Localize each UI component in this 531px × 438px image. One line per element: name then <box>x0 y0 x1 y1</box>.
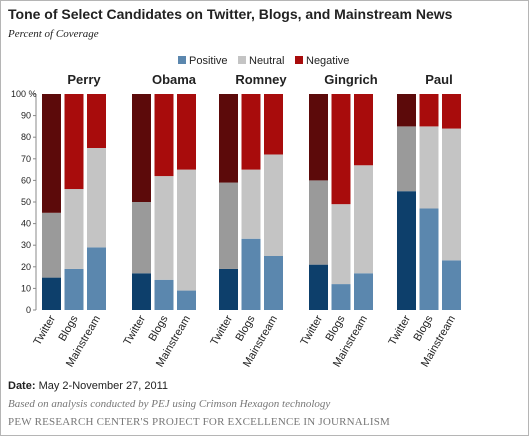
bar-segment-neutral <box>87 148 106 248</box>
group-label: Paul <box>425 72 452 87</box>
bar-segment-positive <box>241 238 261 310</box>
bar-segment-neutral <box>64 189 84 269</box>
group-label: Perry <box>67 72 101 87</box>
bar-segment-positive <box>132 273 151 310</box>
bar-segment-neutral <box>42 212 61 278</box>
bar-segment-negative <box>154 94 174 177</box>
x-category-label: Twitter <box>387 313 414 347</box>
bar-segment-neutral <box>419 126 439 209</box>
y-tick-label: 50 <box>21 197 31 207</box>
y-tick-label: 80 <box>21 132 31 142</box>
legend-swatch <box>295 56 303 64</box>
x-category-label: Twitter <box>209 313 236 347</box>
chart-title: Tone of Select Candidates on Twitter, Bl… <box>8 6 453 22</box>
bar-segment-neutral <box>331 204 351 285</box>
bar-segment-positive <box>219 268 238 310</box>
bar-segment-positive <box>354 273 373 310</box>
legend-label: Positive <box>189 55 228 67</box>
bar-segment-neutral <box>132 202 151 274</box>
bar-segment-negative <box>419 94 439 127</box>
bar-segment-negative <box>177 94 196 170</box>
bar-segment-negative <box>309 94 328 181</box>
y-tick-label: 60 <box>21 175 31 185</box>
group-label: Gingrich <box>324 72 378 87</box>
y-tick-label: 70 <box>21 154 31 164</box>
bar-segment-negative <box>64 94 84 190</box>
bar-segment-negative <box>397 94 416 127</box>
bar-segment-positive <box>264 256 283 310</box>
y-tick-label: 100 % <box>11 89 37 99</box>
legend-swatch <box>238 56 246 64</box>
bar-segment-negative <box>132 94 151 202</box>
footer-date-label: Date: <box>8 380 36 392</box>
bar-segment-neutral <box>264 154 283 256</box>
y-tick-label: 30 <box>21 240 31 250</box>
y-tick-label: 0 <box>26 305 31 315</box>
legend-label: Negative <box>306 55 349 67</box>
footer-source: PEW RESEARCH CENTER'S PROJECT FOR EXCELL… <box>8 416 391 428</box>
bar-segment-neutral <box>397 126 416 192</box>
bar-segment-neutral <box>219 182 238 269</box>
bar-segment-positive <box>419 208 439 310</box>
bar-segment-neutral <box>354 165 373 274</box>
bar-segment-neutral <box>177 169 196 291</box>
y-tick-label: 20 <box>21 262 31 272</box>
bar-segment-negative <box>354 94 373 166</box>
bar-segment-neutral <box>442 128 461 261</box>
legend-label: Neutral <box>249 55 284 67</box>
bar-segment-positive <box>442 260 461 310</box>
bar-segment-positive <box>154 279 174 310</box>
bar-segment-positive <box>177 290 196 310</box>
bar-segment-neutral <box>309 180 328 265</box>
bar-segment-positive <box>331 284 351 310</box>
x-category-label: Twitter <box>299 313 326 347</box>
footer-note: Based on analysis conducted by PEJ using… <box>8 398 331 410</box>
legend-swatch <box>178 56 186 64</box>
footer-date: Date: May 2-November 27, 2011 <box>8 380 168 392</box>
bar-segment-negative <box>264 94 283 155</box>
bar-segment-positive <box>397 191 416 310</box>
bar-segment-neutral <box>154 176 174 280</box>
x-category-label: Twitter <box>32 313 59 347</box>
bar-segment-negative <box>87 94 106 148</box>
bar-segment-positive <box>42 277 61 310</box>
bar-segment-negative <box>442 94 461 129</box>
footer-date-value: May 2-November 27, 2011 <box>38 380 168 392</box>
bar-segment-negative <box>331 94 351 205</box>
y-tick-label: 40 <box>21 219 31 229</box>
y-tick-label: 10 <box>21 283 31 293</box>
chart-subtitle: Percent of Coverage <box>8 28 99 40</box>
bar-segment-negative <box>42 94 61 213</box>
bar-segment-neutral <box>241 169 261 239</box>
bar-segment-negative <box>241 94 261 170</box>
group-label: Obama <box>152 72 197 87</box>
bar-segment-positive <box>87 247 106 310</box>
group-label: Romney <box>235 72 287 87</box>
y-tick-label: 90 <box>21 111 31 121</box>
bar-segment-positive <box>64 268 84 310</box>
x-category-label: Twitter <box>122 313 149 347</box>
bar-segment-positive <box>309 264 328 310</box>
bar-segment-negative <box>219 94 238 183</box>
